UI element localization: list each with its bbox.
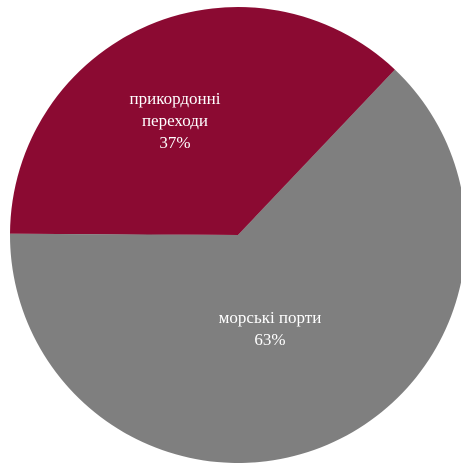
pie-labels: прикордонні переходи 37% морські порти 63% (130, 89, 322, 349)
slice-category-label: переходи (142, 111, 208, 130)
pie-slice (10, 6, 395, 236)
slice-category-label: морські порти (219, 308, 322, 327)
pie-slice (10, 69, 461, 463)
slice-percent-label: 63% (254, 330, 285, 349)
slice-category-label: прикордонні (130, 89, 221, 108)
pie-slices (10, 6, 461, 463)
slice-percent-label: 37% (159, 133, 190, 152)
